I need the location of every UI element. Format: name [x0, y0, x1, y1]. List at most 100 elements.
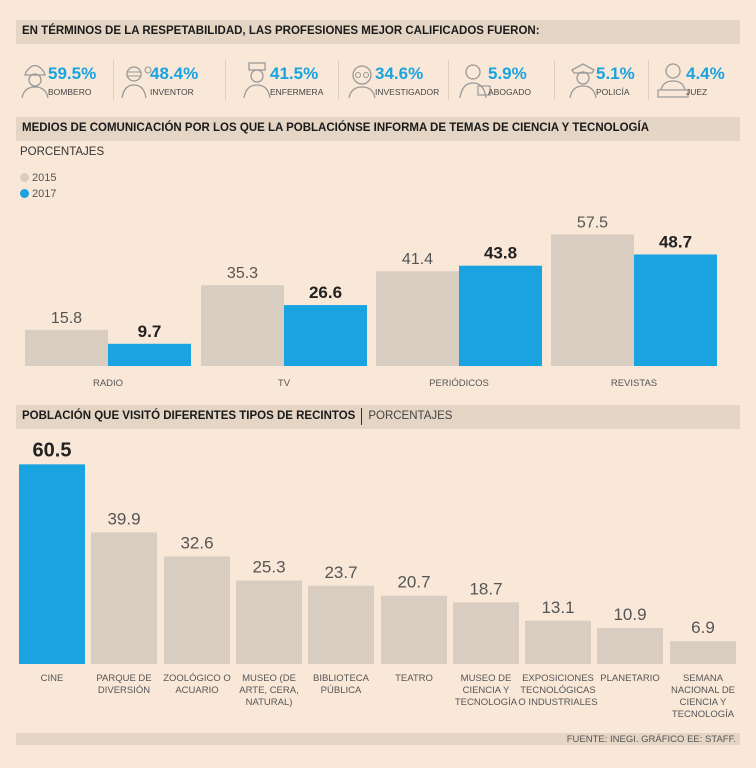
category-label: ACUARIO [175, 685, 218, 696]
divider [448, 60, 449, 100]
bar-2017 [634, 254, 717, 366]
bar-2017 [284, 305, 367, 366]
venues-header: POBLACIÓN QUE VISITÓ DIFERENTES TIPOS DE… [16, 405, 740, 429]
category-label: DIVERSIÓN [98, 685, 150, 696]
divider [338, 60, 339, 100]
category-label: REVISTAS [611, 378, 657, 389]
category-label: O INDUSTRIALES [518, 697, 597, 708]
profession-percent: 59.5% [48, 64, 97, 83]
bar-value-label: 39.9 [107, 509, 140, 528]
profession-name: ABOGADO [488, 87, 531, 97]
media-header: MEDIOS DE COMUNICACIÓN POR LOS QUE LA PO… [16, 117, 740, 141]
category-label: RADIO [93, 378, 123, 389]
bar [525, 620, 591, 664]
profession-percent: 41.5% [270, 64, 319, 83]
profession-percent: 48.4% [150, 64, 199, 83]
professions-title: EN TÉRMINOS DE LA RESPETABILIDAD, LAS PR… [22, 25, 540, 37]
bar-value-label: 13.1 [541, 598, 574, 617]
legend-item-2015: 2015 [20, 172, 56, 184]
bar [308, 585, 374, 664]
bar [164, 556, 230, 664]
bar [91, 532, 157, 664]
venues-unit: PORCENTAJES [368, 410, 453, 422]
judge-icon [657, 63, 689, 98]
profession-name: INVENTOR [150, 87, 194, 97]
bar-value-label: 20.7 [397, 573, 430, 592]
legend-label: 2017 [32, 188, 57, 200]
bar-value-label: 23.7 [324, 563, 357, 582]
category-label: MUSEO (DE [242, 673, 296, 684]
professions-header: EN TÉRMINOS DE LA RESPETABILIDAD, LAS PR… [16, 20, 740, 44]
legend-label: 2015 [32, 172, 57, 184]
bar-2017 [459, 265, 542, 366]
bar [597, 628, 663, 664]
category-label: ARTE, CERA, [239, 685, 298, 696]
category-label: TECNOLÓGICAS [520, 685, 596, 696]
bar [453, 602, 519, 664]
category-label: PÚBLICA [321, 685, 362, 696]
category-label: TV [278, 378, 291, 389]
category-label: PARQUE DE [96, 673, 151, 684]
category-label: PLANETARIO [600, 673, 659, 684]
bar-value-label: 41.4 [402, 251, 433, 268]
bar [19, 464, 85, 664]
profession-percent: 5.9% [488, 64, 527, 83]
bar-value-label: 25.3 [252, 558, 285, 577]
divider [554, 60, 555, 100]
bar-value-label: 48.7 [659, 232, 692, 251]
bar-value-label: 35.3 [227, 265, 258, 282]
profession-percent: 34.6% [375, 64, 424, 83]
media-title: MEDIOS DE COMUNICACIÓN POR LOS QUE LA PO… [22, 122, 649, 134]
bar-value-label: 32.6 [180, 533, 213, 552]
profession-percent: 5.1% [596, 64, 635, 83]
profession-name: ENFERMERA [270, 87, 324, 97]
bar [670, 641, 736, 664]
profession-percent: 4.4% [686, 64, 725, 83]
bar-value-label: 9.7 [138, 322, 162, 341]
profession-name: INVESTIGADOR [375, 87, 440, 97]
bar-2015 [376, 271, 459, 366]
category-label: ZOOLÓGICO O [163, 673, 231, 684]
bar-2015 [25, 329, 108, 366]
legend-swatch [20, 173, 29, 182]
divider [113, 60, 114, 100]
bar-value-label: 60.5 [33, 439, 72, 461]
bar-2015 [551, 234, 634, 366]
bar-value-label: 57.5 [577, 214, 608, 231]
profession-name: BOMBERO [48, 87, 92, 97]
category-label: TEATRO [395, 673, 433, 684]
title-separator [361, 408, 363, 425]
category-label: CIENCIA Y [463, 685, 510, 696]
category-label: MUSEO DE [461, 673, 512, 684]
bar [381, 595, 447, 664]
bar-value-label: 43.8 [484, 244, 517, 263]
category-label: BIBLIOTECA [313, 673, 370, 684]
category-label: SEMANA [683, 673, 724, 684]
bar-value-label: 26.6 [309, 283, 342, 302]
profession-name: POLICÍA [596, 87, 630, 97]
bar [236, 580, 302, 664]
legend-swatch [20, 189, 29, 198]
bar-value-label: 6.9 [691, 618, 715, 637]
media-unit: PORCENTAJES [20, 146, 105, 158]
nurse-icon [243, 62, 271, 98]
profession-name: JUEZ [686, 87, 708, 97]
footer: FUENTE: INEGI. GRÁFICO EE: STAFF. [16, 733, 740, 745]
category-label: NACIONAL DE [671, 685, 735, 696]
category-label: NATURAL) [246, 697, 293, 708]
divider [225, 60, 226, 100]
category-label: TECNOLOGÍA [455, 697, 518, 708]
bar-value-label: 10.9 [613, 605, 646, 624]
category-label: PERIÓDICOS [429, 378, 489, 389]
venues-title: POBLACIÓN QUE VISITÓ DIFERENTES TIPOS DE… [22, 410, 356, 422]
media-chart: 15.8 9.7 RADIO 35.3 26.6 TV 41.4 43.8 PERIÓDICOS… [25, 214, 717, 389]
lawyer-icon [459, 64, 491, 98]
legend-item-2017: 2017 [20, 188, 56, 200]
bar-value-label: 18.7 [469, 579, 502, 598]
source-note: FUENTE: INEGI. GRÁFICO EE: STAFF. [566, 734, 736, 745]
firefighter-icon [21, 64, 49, 98]
category-label: CINE [41, 673, 64, 684]
bar-value-label: 15.8 [51, 310, 82, 327]
